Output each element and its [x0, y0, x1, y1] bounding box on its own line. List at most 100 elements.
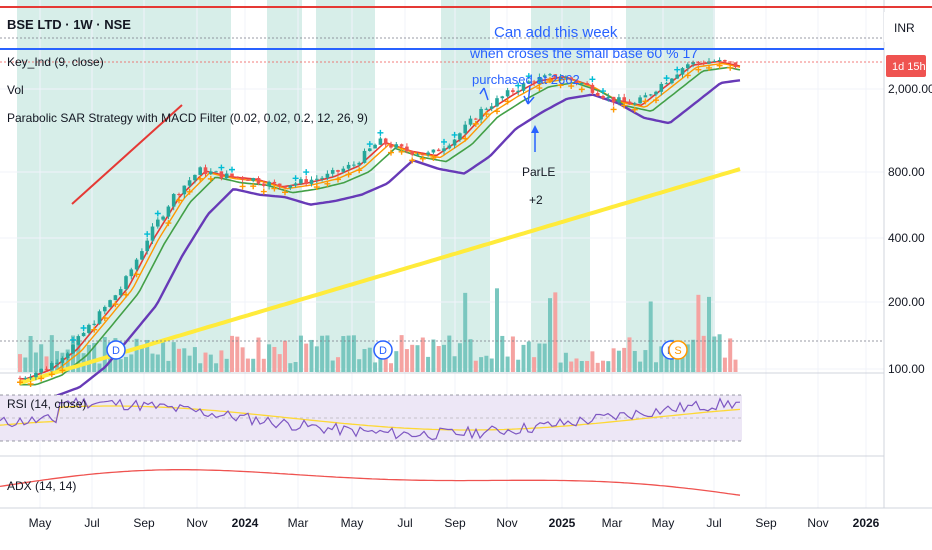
candle-body-2	[28, 377, 33, 379]
sar-dot-38	[218, 164, 225, 171]
indicator-psar-macd[interactable]: Parabolic SAR Strategy with MACD Filter …	[7, 111, 368, 125]
candle-body-19	[118, 289, 123, 296]
volume-bar-34	[198, 363, 203, 372]
volume-bar-67	[373, 362, 378, 372]
candle-body-17	[108, 300, 112, 307]
candle-body-64	[357, 162, 361, 165]
volume-bar-57	[320, 335, 325, 372]
candle-body-61	[341, 168, 346, 172]
candle-body-127	[691, 61, 695, 65]
volume-bar-22	[134, 338, 139, 372]
volume-bar-86	[473, 360, 478, 372]
rsi-label[interactable]: RSI (14, close)	[7, 397, 86, 411]
volume-bar-28	[166, 360, 171, 372]
volume-bar-93	[510, 336, 515, 372]
volume-bar-131	[712, 336, 717, 372]
volume-bar-97	[532, 357, 537, 372]
candle-body-133	[723, 59, 727, 62]
price-tick-800: 800.00	[888, 165, 925, 179]
candle-body-39	[224, 173, 229, 179]
adx-label[interactable]: ADX (14, 14)	[7, 479, 76, 493]
volume-bar-0	[18, 354, 22, 372]
candle-body-113	[617, 97, 621, 103]
volume-bar-114	[622, 347, 627, 372]
annotation-arrow-2	[523, 85, 535, 105]
candle-body-92	[505, 90, 510, 97]
candle-body-51	[288, 185, 293, 188]
candle-body-52	[293, 183, 298, 186]
candle-body-102	[558, 77, 563, 79]
candle-body-22	[134, 259, 139, 270]
volume-bar-13	[86, 344, 91, 372]
sar-dot-110	[600, 88, 606, 95]
currency-label[interactable]: INR	[894, 21, 915, 35]
volume-bar-35	[203, 352, 208, 372]
indicator-vol[interactable]: Vol	[7, 83, 24, 97]
split-marker-label: S	[674, 345, 681, 357]
sar-dot-12	[80, 324, 87, 331]
price-tick-200: 200.00	[888, 295, 925, 309]
volume-bar-56	[314, 346, 319, 372]
annotation-purchased[interactable]: purchased at 2662	[472, 72, 580, 87]
symbol-title[interactable]: BSE LTD · 1W · NSE	[7, 17, 131, 32]
candle-body-114	[622, 97, 626, 102]
candle-body-107	[585, 83, 589, 85]
volume-bar-133	[722, 357, 727, 372]
volume-bar-105	[574, 358, 579, 372]
sar-dot-90	[494, 108, 500, 115]
volume-bar-121	[659, 346, 664, 372]
split-marker[interactable]: S	[668, 340, 688, 360]
sar-dot-88	[483, 111, 490, 118]
volume-bar-75	[415, 345, 420, 372]
sar-dot-34	[197, 175, 204, 182]
annotation-small-base[interactable]: when croses the small base 60 % 17	[469, 45, 698, 61]
indicator-key-ind[interactable]: Key_Ind (9, close)	[7, 55, 104, 69]
candle-body-87	[479, 108, 483, 120]
volume-bar-108	[590, 351, 595, 372]
volume-bar-87	[479, 357, 484, 372]
sar-dot-0	[17, 379, 23, 386]
candle-body-83	[458, 133, 462, 140]
signal-label: ParLE	[522, 165, 555, 179]
candle-body-123	[670, 78, 674, 84]
candle-body-111	[606, 96, 611, 99]
candle-body-15	[97, 311, 102, 324]
candle-body-129	[701, 62, 706, 64]
dividend-marker-1[interactable]: D	[106, 340, 126, 360]
candle-body-32	[187, 180, 192, 186]
candle-body-55	[309, 179, 314, 184]
volume-bar-16	[102, 337, 107, 372]
dividend-marker-1-label: D	[112, 345, 120, 357]
volume-bar-52	[293, 361, 298, 372]
sar-dot-24	[144, 231, 151, 238]
volume-bar-47	[267, 344, 272, 372]
volume-bar-82	[452, 356, 457, 372]
ema-yellow	[19, 167, 741, 385]
candle-body-8	[60, 358, 65, 363]
trendline-drawing[interactable]	[71, 104, 183, 205]
candle-body-95	[521, 83, 526, 91]
candle-body-23	[140, 251, 144, 260]
volume-bar-66	[367, 347, 372, 372]
volume-bar-3	[33, 352, 38, 372]
volume-bar-94	[516, 359, 521, 372]
price-axis[interactable]: INR 1d 15h 2,000.00 800.00 400.00 200.00…	[884, 12, 932, 376]
sar-dot-94	[515, 82, 522, 89]
candle-body-85	[468, 118, 473, 125]
time-axis[interactable]: May Jul Sep Nov 2024 Mar May Jul Sep Nov 2025 Mar Ma…	[29, 516, 880, 530]
candle-body-14	[92, 323, 96, 325]
candle-body-43	[246, 179, 250, 181]
candle-body-120	[654, 91, 658, 95]
sar-dot-132	[716, 62, 723, 69]
candle-body-77	[426, 152, 430, 155]
volume-bar-126	[685, 344, 690, 372]
candle-body-125	[680, 68, 685, 75]
candle-body-86	[474, 118, 478, 120]
volume-bar-134	[728, 338, 733, 372]
volume-bar-53	[298, 335, 303, 372]
annotation-can-add[interactable]: Can add this week	[494, 24, 618, 41]
candle-body-135	[733, 62, 738, 68]
dividend-marker-2[interactable]: D	[373, 340, 393, 360]
candle-body-16	[103, 306, 107, 312]
